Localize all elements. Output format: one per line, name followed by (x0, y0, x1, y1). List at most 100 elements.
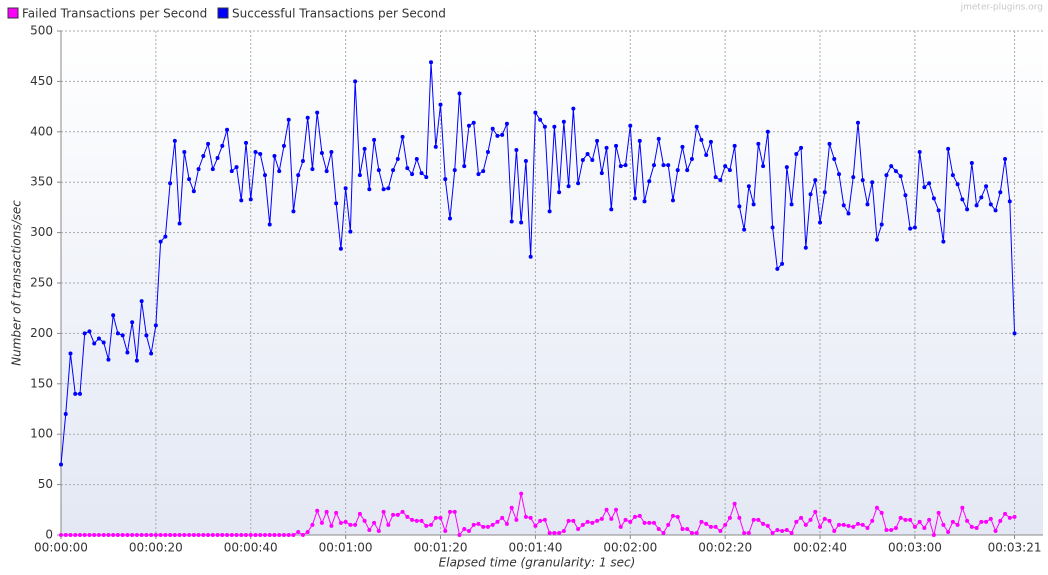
data-point (424, 175, 429, 180)
x-tick-label: 00:03:21 (988, 541, 1042, 555)
data-point (723, 164, 728, 169)
data-point (291, 209, 296, 214)
data-point (106, 357, 111, 362)
data-point (998, 190, 1003, 195)
data-point (993, 208, 998, 213)
data-point (376, 168, 381, 173)
data-point (348, 229, 353, 234)
data-point (196, 533, 201, 537)
data-point (457, 91, 462, 96)
data-point (448, 216, 453, 221)
data-point (704, 152, 709, 157)
data-point (168, 181, 173, 186)
data-point (68, 533, 73, 537)
data-point (566, 184, 571, 189)
data-point (599, 171, 604, 176)
data-point (528, 254, 533, 259)
data-point (675, 168, 680, 173)
data-point (329, 523, 334, 528)
data-point (623, 517, 628, 522)
data-point (410, 517, 415, 522)
data-point (784, 527, 789, 532)
data-point (111, 313, 116, 318)
data-point (538, 117, 543, 122)
series (59, 60, 1017, 467)
y-tick-label: 100 (30, 427, 53, 441)
data-point (229, 169, 234, 174)
data-point (372, 137, 377, 142)
legend-label: Failed Transactions per Second (22, 7, 207, 21)
data-point (889, 164, 894, 169)
data-point (481, 524, 486, 529)
data-point (267, 222, 272, 227)
data-point (367, 527, 372, 532)
y-tick-label: 300 (30, 225, 53, 239)
data-point (761, 521, 766, 526)
data-point (73, 533, 78, 537)
data-point (775, 266, 780, 271)
data-point (514, 147, 519, 152)
data-point (111, 533, 116, 537)
data-point (319, 520, 324, 525)
data-point (780, 528, 785, 533)
data-point (334, 510, 339, 515)
data-point (400, 134, 405, 139)
data-point (300, 533, 305, 537)
data-point (96, 533, 101, 537)
data-point (1007, 199, 1012, 204)
data-point (310, 167, 315, 172)
data-point (922, 525, 927, 530)
data-point (580, 522, 585, 527)
data-point (362, 518, 367, 523)
data-point (571, 518, 576, 523)
data-point (903, 517, 908, 522)
data-point (286, 117, 291, 122)
data-point (125, 350, 130, 355)
data-point (196, 167, 201, 172)
data-point (229, 533, 234, 537)
data-point (239, 198, 244, 203)
watermark: jmeter-plugins.org (960, 3, 1043, 13)
data-point (803, 245, 808, 250)
data-point (253, 149, 258, 154)
data-point (827, 518, 832, 523)
data-point (343, 519, 348, 524)
data-point (670, 513, 675, 518)
data-point (514, 517, 519, 522)
data-point (727, 168, 732, 173)
data-point (101, 533, 106, 537)
data-point (727, 515, 732, 520)
data-point (670, 198, 675, 203)
data-point (931, 196, 936, 201)
data-point (585, 519, 590, 524)
data-point (837, 172, 842, 177)
data-point (661, 163, 666, 168)
data-point (139, 533, 144, 537)
data-point (837, 522, 842, 527)
data-point (106, 533, 111, 537)
data-point (770, 225, 775, 230)
data-point (485, 524, 490, 529)
data-point (941, 239, 946, 244)
plot-area (61, 31, 1043, 535)
data-point (63, 412, 68, 417)
data-point (139, 299, 144, 304)
data-point (988, 516, 993, 521)
data-point (457, 533, 462, 537)
data-point (372, 520, 377, 525)
data-point (144, 533, 149, 537)
data-point (220, 533, 225, 537)
data-point (414, 518, 419, 523)
data-point (689, 530, 694, 535)
data-point (628, 123, 633, 128)
data-point (305, 115, 310, 120)
data-point (405, 514, 410, 519)
data-point (182, 149, 187, 154)
data-point (248, 533, 253, 537)
data-point (466, 528, 471, 533)
data-point (898, 174, 903, 179)
data-point (599, 516, 604, 521)
legend-label: Successful Transactions per Second (232, 7, 446, 21)
x-tick-label: 00:02:20 (698, 541, 752, 555)
data-point (908, 226, 913, 231)
